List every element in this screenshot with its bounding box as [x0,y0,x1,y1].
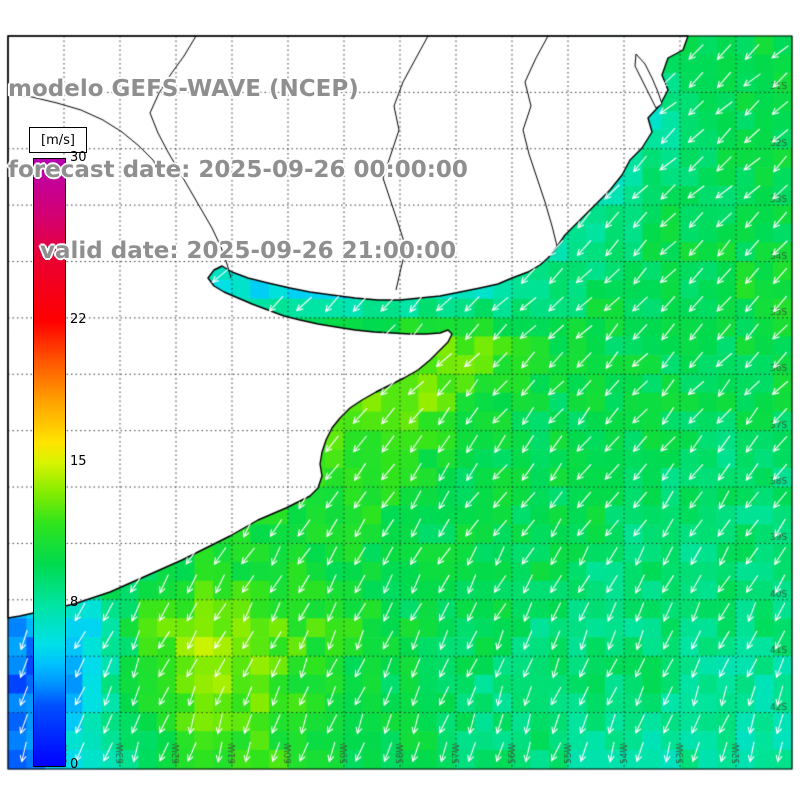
figure-title-block: modelo GEFS-WAVE (NCEP) forecast date: 2… [8,22,468,319]
colorbar-unit-label: [m/s] [41,132,75,148]
colorbar-tick-label: 22 [70,311,87,327]
wind-speed-colorbar [33,158,66,767]
colorbar-tick-label: 8 [70,595,79,611]
colorbar-unit-box: [m/s] [29,127,87,153]
colorbar-tick-label: 15 [70,453,87,469]
model-title: modelo GEFS-WAVE (NCEP) [8,76,359,102]
forecast-date-label: forecast date: 2025-09-26 00:00:00 [8,157,468,183]
colorbar-tick-label: 30 [70,150,87,165]
valid-date-label: valid date: 2025-09-26 21:00:00 [40,238,457,264]
colorbar-tick-label: 0 [70,757,79,772]
